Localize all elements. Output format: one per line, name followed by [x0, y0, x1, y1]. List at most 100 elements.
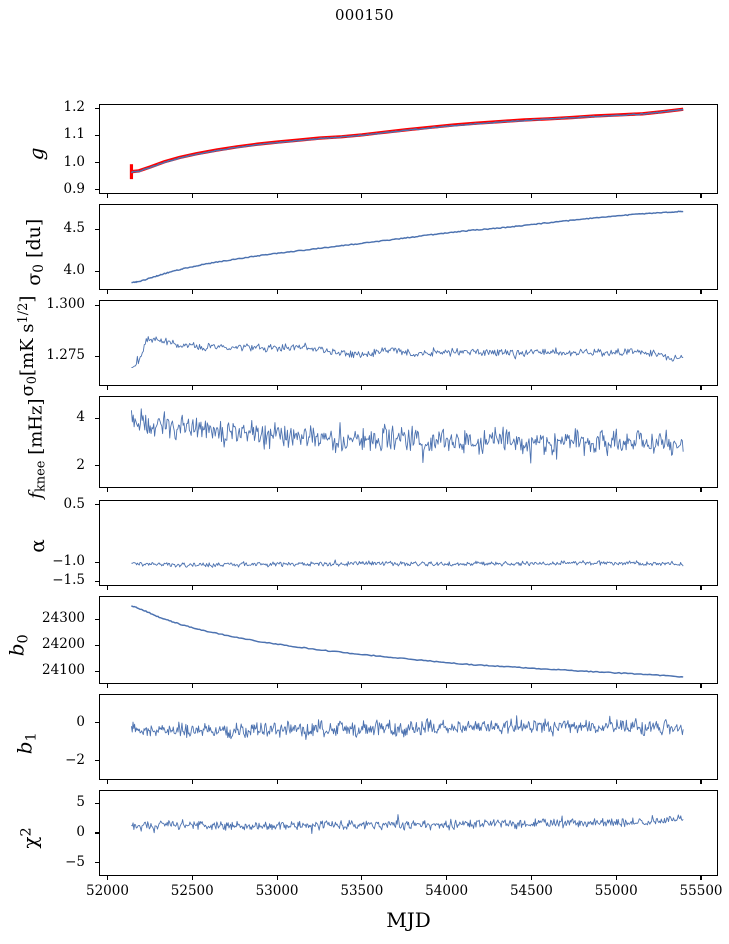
ytick-mark [95, 580, 99, 582]
ytick-label: 1.2 [63, 99, 85, 116]
panel-g-plot [129, 107, 684, 180]
ytick-label: 0.9 [63, 180, 85, 197]
xtick-mark [530, 488, 532, 492]
ytick-label: −1.5 [52, 572, 85, 589]
data-line-sigma0-du [131, 210, 684, 284]
xtick-mark [446, 290, 448, 294]
xtick-mark [615, 488, 617, 492]
xtick-mark [530, 780, 532, 784]
panel-chi2 [99, 790, 718, 876]
ytick-mark [95, 417, 99, 419]
xtick-mark [276, 586, 278, 590]
data-line-b0 [130, 605, 684, 678]
ytick-label: 5 [76, 794, 85, 811]
xtick-mark [191, 586, 193, 590]
xtick-mark [276, 194, 278, 198]
panel-b1-plot [130, 715, 684, 741]
ytick-mark [95, 561, 99, 563]
xtick-mark [615, 194, 617, 198]
ytick-mark [95, 802, 99, 804]
errorbar-trace [131, 107, 684, 174]
ytick-label: 0.5 [63, 495, 85, 512]
xtick-mark [276, 290, 278, 294]
panel-alpha-plot [131, 559, 684, 568]
ytick-label: 4.5 [63, 220, 85, 237]
xtick-mark [446, 876, 448, 880]
data-line-sigma0-mK [131, 336, 684, 368]
xtick-mark [361, 488, 363, 492]
panel-g [99, 104, 718, 194]
xtick-mark [615, 876, 617, 880]
ytick-mark [95, 134, 99, 136]
xtick-mark [615, 386, 617, 390]
xtick-mark [446, 386, 448, 390]
xtick-mark [446, 194, 448, 198]
ytick-label: 0 [76, 824, 85, 840]
panel-fknee [99, 396, 718, 488]
ytick-label: 4.0 [63, 262, 85, 279]
ytick-mark [95, 355, 99, 357]
xtick-mark [361, 876, 363, 880]
xtick-label: 55000 [594, 883, 638, 899]
xtick-mark [530, 386, 532, 390]
xtick-mark [191, 780, 193, 784]
xtick-mark [191, 488, 193, 492]
data-line-gain-model [130, 108, 684, 174]
xtick-mark [191, 684, 193, 688]
xtick-label: 52500 [170, 883, 214, 899]
xtick-mark [700, 780, 702, 784]
xtick-mark [700, 684, 702, 688]
xtick-mark [106, 684, 109, 688]
xtick-label: 53000 [255, 883, 299, 899]
panel-b1 [99, 694, 718, 780]
panel-sigma0-du-plot [131, 210, 684, 284]
data-line-alpha [131, 559, 684, 568]
xtick-label: 53500 [340, 883, 384, 899]
panel-b0-plot [130, 605, 684, 678]
data-line-chi-squared [131, 814, 684, 835]
ytick-mark [95, 189, 99, 191]
data-line-b1 [130, 715, 684, 741]
ytick-mark [95, 832, 99, 834]
ytick-label: 0 [76, 713, 85, 730]
ytick-mark [95, 618, 99, 620]
xtick-mark [446, 488, 448, 492]
xtick-mark [276, 684, 278, 688]
xtick-mark [191, 876, 193, 880]
ytick-label: 1.1 [63, 126, 85, 143]
xtick-mark [700, 488, 702, 492]
panel-sigma0-mk-plot [131, 336, 684, 368]
xtick-mark [700, 876, 702, 880]
ytick-label: −1.0 [52, 553, 85, 570]
ytick-label: −5 [65, 853, 85, 870]
xtick-mark [276, 876, 278, 880]
xtick-label: 54500 [509, 883, 553, 899]
xtick-mark [106, 780, 109, 784]
xtick-mark [361, 780, 363, 784]
ytick-label: 24300 [42, 610, 85, 627]
ytick-mark [95, 270, 99, 272]
ytick-label: 1.0 [63, 153, 85, 170]
ytick-label: −2 [65, 751, 85, 768]
xtick-mark [615, 290, 617, 294]
xtick-mark [530, 586, 532, 590]
panel-sigma0-mk [99, 300, 718, 386]
ytick-label: 1.300 [46, 296, 85, 313]
xtick-mark [191, 194, 193, 198]
xtick-mark [446, 780, 448, 784]
xtick-mark [191, 290, 193, 294]
xtick-mark [106, 386, 109, 390]
xtick-mark [276, 488, 278, 492]
xtick-mark [530, 290, 532, 294]
panel-sigma0-du [99, 204, 718, 290]
xtick-mark [361, 586, 363, 590]
xtick-mark [106, 488, 109, 492]
ytick-mark [95, 465, 99, 467]
xtick-mark [530, 684, 532, 688]
panel-alpha [99, 500, 718, 586]
ytick-label: 2 [76, 456, 85, 473]
xtick-mark [361, 684, 363, 688]
xlabel: MJD [386, 908, 431, 932]
xtick-mark [276, 386, 278, 390]
